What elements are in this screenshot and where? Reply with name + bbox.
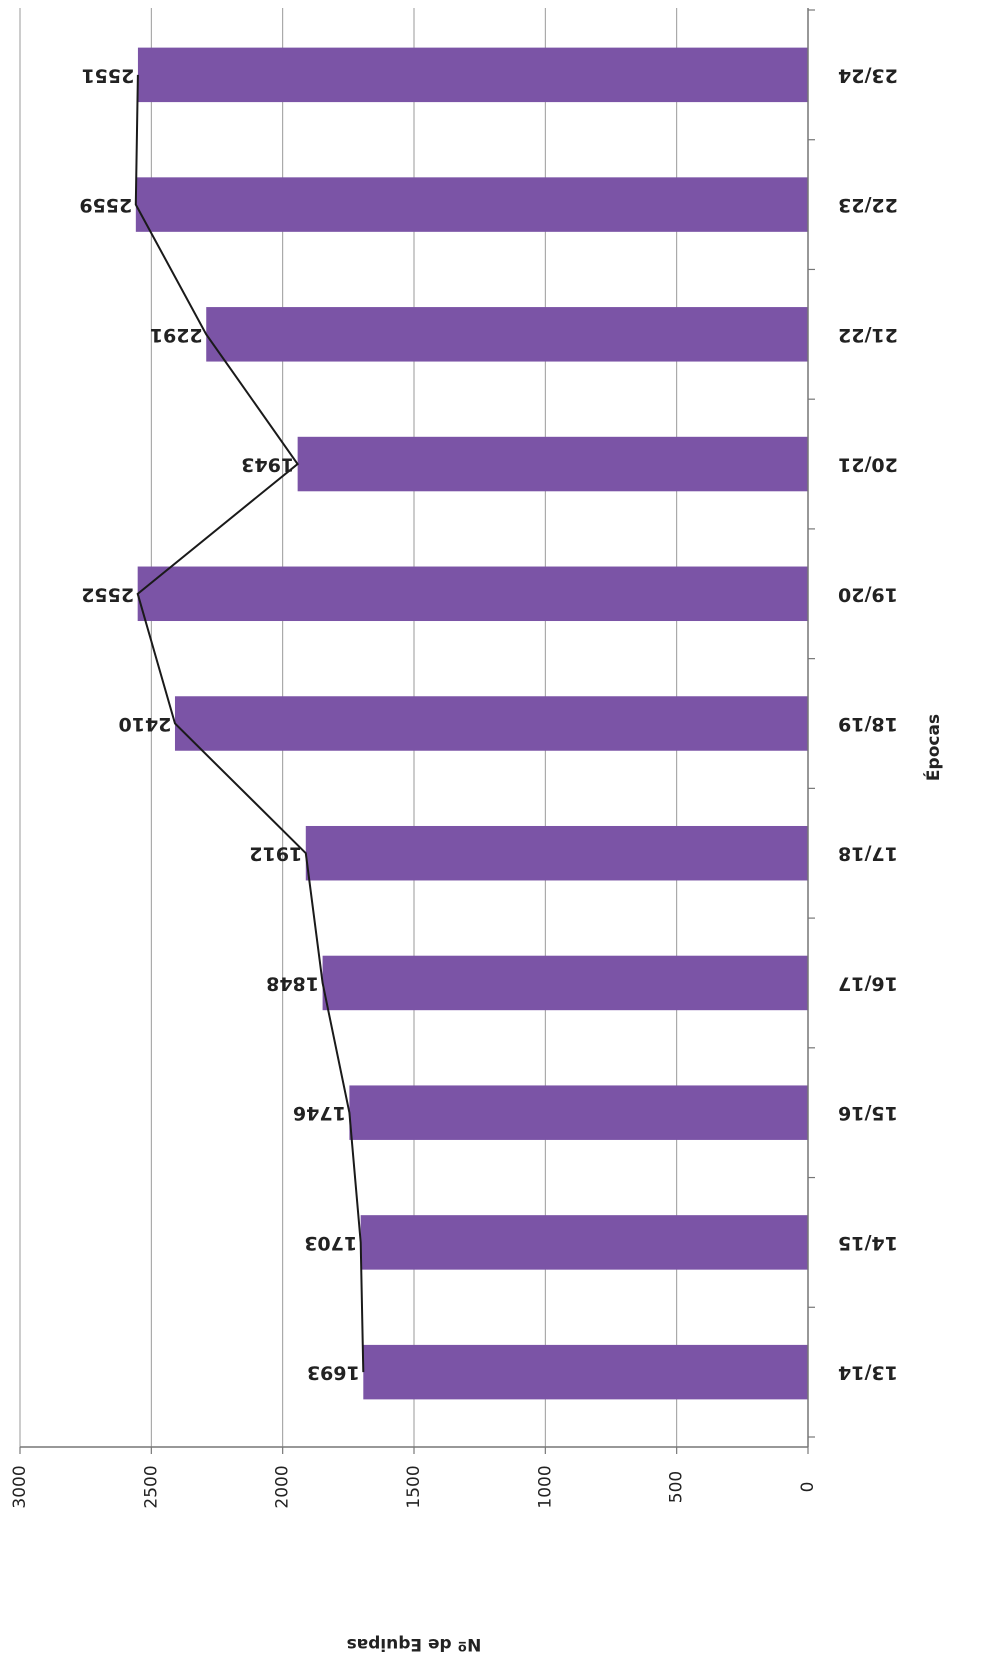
value-tick-labels: 0 500 1000 1500 2000 2500 3000 xyxy=(10,1447,818,1509)
data-label-17-18: 1912 xyxy=(249,843,302,865)
bars xyxy=(135,47,809,1400)
category-tick-marks xyxy=(808,9,815,1438)
bar-13-14 xyxy=(363,1344,808,1400)
category-label-21-22: 21/22 xyxy=(838,324,898,346)
category-label-18-19: 18/19 xyxy=(838,713,898,735)
bar-16-17 xyxy=(322,955,808,1011)
value-tick-label-2000: 2000 xyxy=(273,1465,293,1508)
value-tick-label-1000: 1000 xyxy=(535,1465,555,1508)
data-label-21-22: 2291 xyxy=(150,324,203,346)
trend-line xyxy=(134,74,365,1373)
data-label-14-15: 1703 xyxy=(304,1232,357,1254)
category-label-13-14: 13/14 xyxy=(838,1362,898,1384)
data-label-13-14: 1693 xyxy=(307,1362,360,1384)
y-axis-title: Nº de Equipas xyxy=(347,1634,482,1654)
data-label-19-20: 2552 xyxy=(81,583,134,605)
bar-15-16 xyxy=(349,1085,808,1140)
bar-23-24 xyxy=(137,47,809,103)
bar-19-20 xyxy=(137,566,808,622)
x-axis-title: Épocas xyxy=(922,714,944,781)
value-tick-label-500: 500 xyxy=(667,1471,687,1503)
data-label-20-21: 1943 xyxy=(241,454,294,476)
bar-14-15 xyxy=(360,1215,808,1270)
bar-18-19 xyxy=(174,696,808,751)
value-tick-label-2500: 2500 xyxy=(141,1465,161,1508)
value-tick-label-0: 0 xyxy=(798,1482,818,1493)
category-label-23-24: 23/24 xyxy=(838,64,898,86)
data-label-16-17: 1848 xyxy=(266,972,319,994)
category-label-14-15: 14/15 xyxy=(838,1232,898,1254)
category-label-17-18: 17/18 xyxy=(838,843,898,865)
data-labels: 1693 1703 1746 1848 1912 2410 2552 1943 2291 2559… xyxy=(79,64,359,1383)
category-label-20-21: 20/21 xyxy=(838,454,898,476)
category-label-15-16: 15/16 xyxy=(838,1102,898,1124)
data-label-18-19: 2410 xyxy=(119,713,172,735)
category-tick-labels: 13/14 14/15 15/16 16/17 17/18 18/19 19/20 20/21… xyxy=(838,64,898,1383)
value-tick-label-3000: 3000 xyxy=(10,1465,30,1508)
data-label-23-24: 2551 xyxy=(81,64,134,86)
bar-17-18 xyxy=(305,825,808,881)
category-label-19-20: 19/20 xyxy=(838,583,898,605)
bar-21-22 xyxy=(206,307,809,362)
data-label-15-16: 1746 xyxy=(293,1102,346,1124)
data-label-22-23: 2559 xyxy=(79,194,132,216)
category-label-22-23: 22/23 xyxy=(838,194,898,216)
value-tick-label-1500: 1500 xyxy=(404,1465,424,1508)
bar-22-23 xyxy=(135,177,808,232)
category-label-16-17: 16/17 xyxy=(838,972,898,994)
bar-20-21 xyxy=(297,436,808,492)
